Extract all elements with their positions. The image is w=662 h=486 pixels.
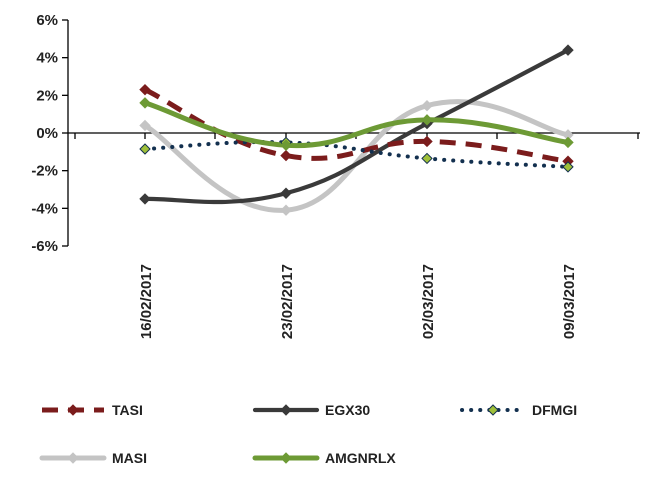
y-axis-ticks: 6% 4% 2% 0% -2% -4% -6% [31, 12, 68, 255]
legend-label: MASI [112, 450, 147, 466]
legend-label: EGX30 [325, 402, 370, 418]
x-tick-label: 23/02/2017 [279, 264, 296, 339]
data-point-masi [421, 99, 433, 112]
data-point-dfmgi [139, 143, 151, 155]
x-tick-label: 02/03/2017 [420, 264, 437, 339]
legend-entry-dfmgi: DFMGI [460, 402, 577, 418]
x-axis-ticks: 16/02/2017 23/02/2017 02/03/2017 09/03/2017 [74, 133, 639, 339]
legend-entry-amgnrlx: AMGNRLX [252, 450, 396, 466]
data-point-tasi [280, 149, 292, 162]
legend-marker [487, 404, 499, 416]
series-line-egx30 [142, 48, 571, 205]
series-line-amgnrlx [142, 100, 571, 149]
data-point-amgnrlx [562, 136, 574, 149]
data-point-tasi [421, 135, 433, 148]
legend-entry-egx30: EGX30 [252, 402, 370, 418]
legend-marker [280, 452, 292, 464]
y-tick-label: 4% [36, 50, 58, 67]
y-tick-label: -4% [31, 200, 58, 217]
legend-label: DFMGI [532, 402, 577, 418]
data-point-egx30 [139, 193, 151, 205]
x-tick-label: 09/03/2017 [561, 264, 578, 339]
data-point-egx30 [562, 44, 574, 56]
data-point-egx30 [280, 187, 292, 199]
y-tick-label: 6% [36, 12, 58, 29]
data-point-masi [280, 204, 292, 216]
series-line-masi [142, 99, 571, 213]
y-tick-label: -2% [31, 163, 58, 180]
legend-marker [67, 452, 79, 464]
series-line-dfmgi [143, 140, 570, 169]
data-point-masi [139, 119, 151, 132]
data-point-dfmgi [562, 161, 574, 173]
legend: TASI EGX30 DFMGI MASI AMGNRLX [39, 402, 577, 466]
legend-label: TASI [112, 402, 143, 418]
data-point-dfmgi [421, 152, 433, 165]
data-point-tasi [139, 83, 151, 96]
legend-entry-tasi: TASI [42, 402, 143, 418]
data-point-amgnrlx [421, 114, 433, 126]
legend-label: AMGNRLX [325, 450, 396, 466]
legend-marker [67, 404, 79, 416]
series-lines [142, 48, 571, 213]
x-tick-label: 16/02/2017 [138, 264, 155, 339]
legend-entry-masi: MASI [39, 450, 147, 466]
y-tick-label: 0% [36, 125, 58, 142]
y-tick-label: -6% [31, 238, 58, 255]
data-point-amgnrlx [280, 139, 292, 151]
y-tick-label: 2% [36, 87, 58, 104]
legend-marker [280, 404, 292, 416]
series-markers [139, 44, 574, 216]
data-point-amgnrlx [139, 97, 151, 109]
